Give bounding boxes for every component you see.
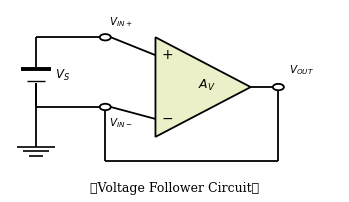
- Circle shape: [100, 34, 111, 40]
- Text: $V_{IN+}$: $V_{IN+}$: [109, 16, 132, 29]
- Text: 【Voltage Follower Circuit】: 【Voltage Follower Circuit】: [90, 182, 259, 195]
- Text: +: +: [162, 48, 173, 62]
- Text: $V_{OUT}$: $V_{OUT}$: [289, 63, 314, 77]
- Text: $V_{IN-}$: $V_{IN-}$: [109, 116, 132, 130]
- Polygon shape: [155, 37, 251, 137]
- Circle shape: [273, 84, 284, 90]
- Text: −: −: [162, 112, 173, 126]
- Circle shape: [100, 104, 111, 110]
- Text: $A_V$: $A_V$: [198, 78, 215, 93]
- Text: $V_S$: $V_S$: [55, 67, 70, 83]
